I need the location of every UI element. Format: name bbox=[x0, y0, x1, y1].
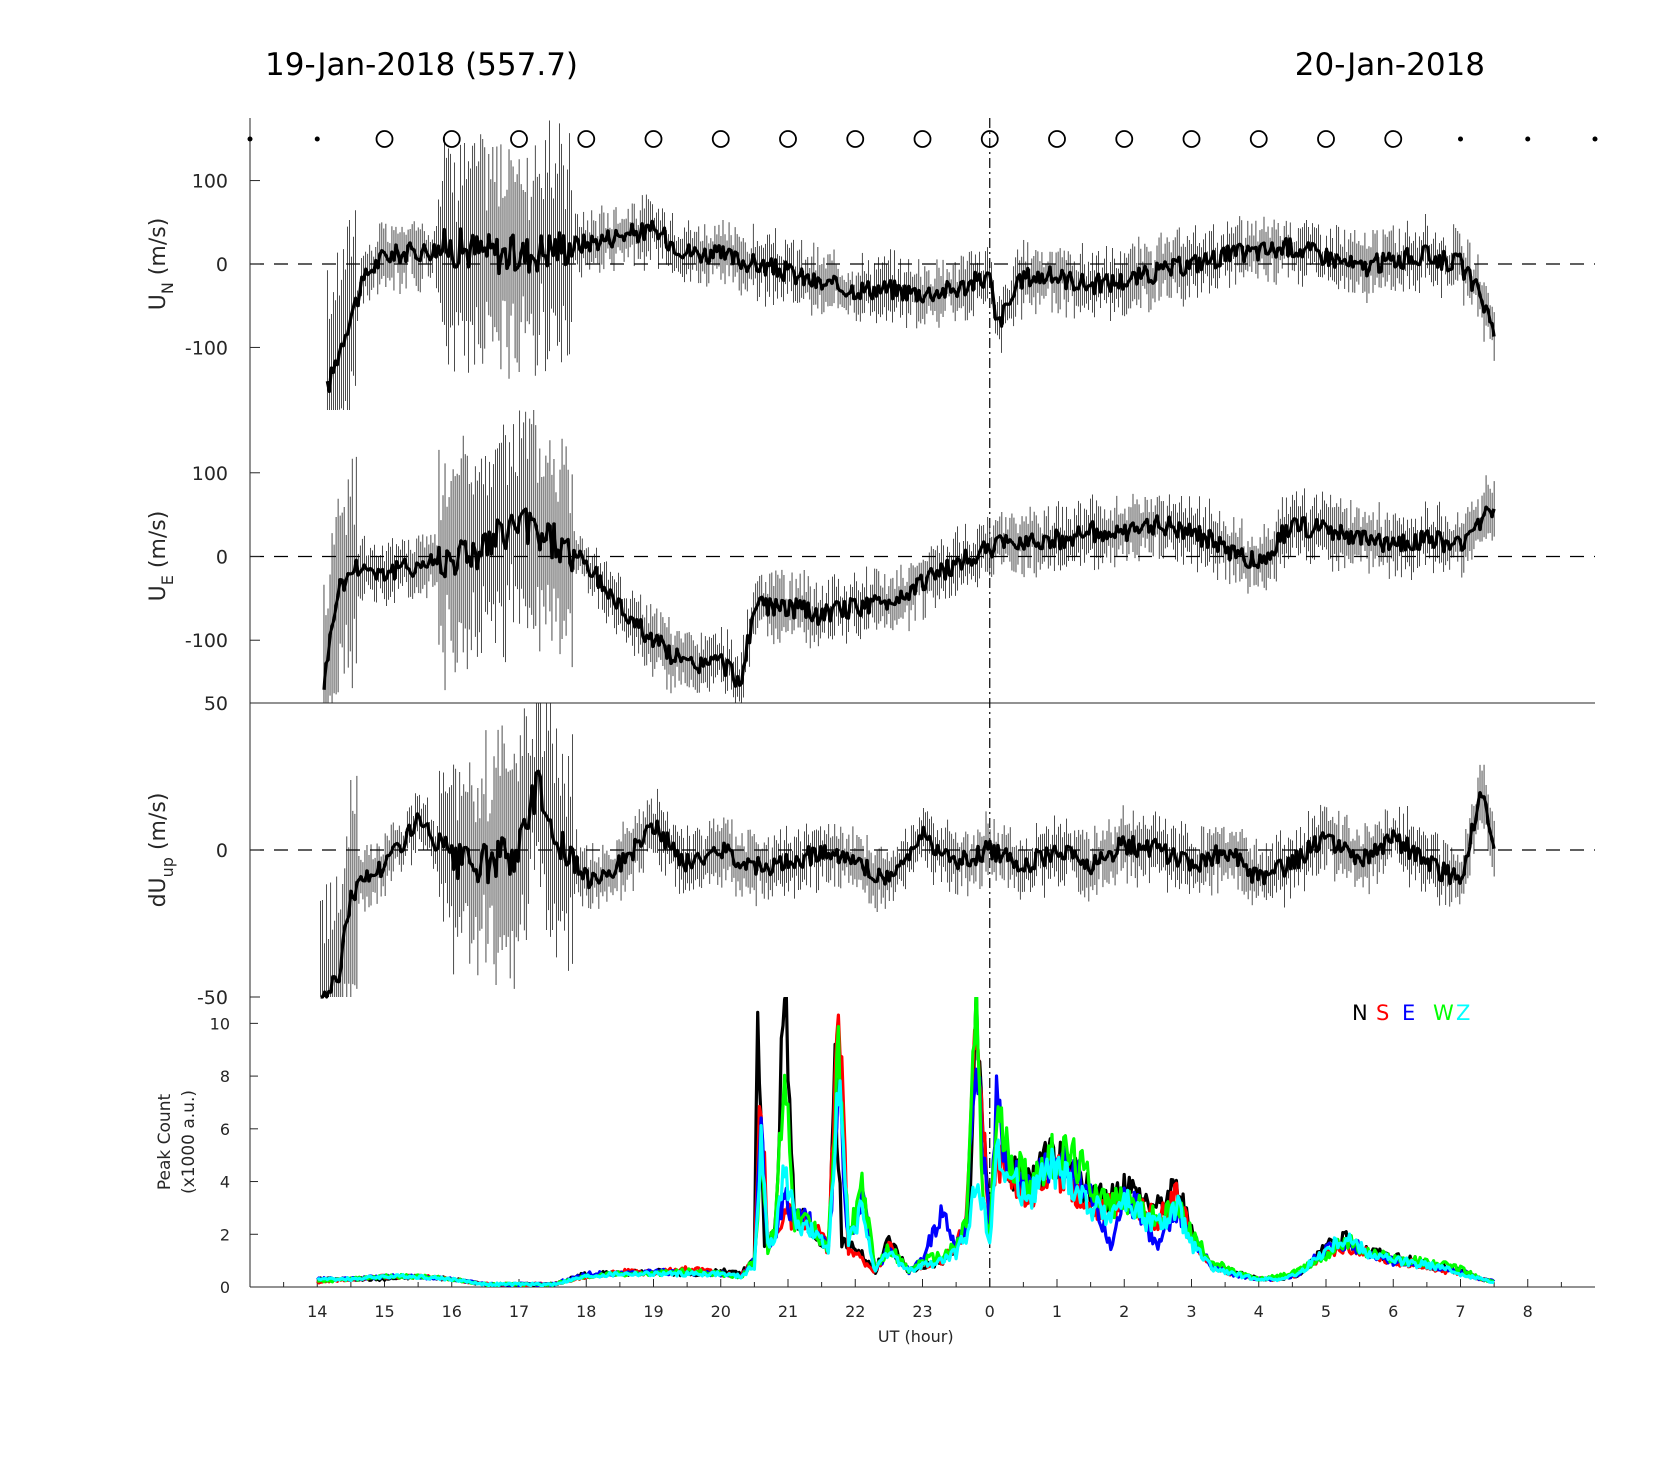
x-tick-label: 20 bbox=[711, 1302, 731, 1321]
sample-circle bbox=[1317, 130, 1335, 148]
sample-dot bbox=[1525, 136, 1531, 142]
y-tick-label: 4 bbox=[220, 1173, 230, 1192]
y-tick-label: 10 bbox=[210, 1014, 230, 1033]
title-right: 20-Jan-2018 bbox=[1295, 47, 1485, 83]
y-tick-label: 0 bbox=[216, 254, 228, 276]
x-tick-label: 4 bbox=[1254, 1302, 1264, 1321]
x-tick-label: 2 bbox=[1119, 1302, 1129, 1321]
sample-dot bbox=[314, 136, 320, 142]
x-tick-label: 5 bbox=[1321, 1302, 1331, 1321]
series-w-line bbox=[317, 997, 1495, 1287]
x-tick-label: 3 bbox=[1186, 1302, 1196, 1321]
series-line bbox=[322, 505, 1496, 690]
panel-un: 100 0 -100 UN (m/s) bbox=[146, 118, 1598, 410]
series-n-line bbox=[317, 997, 1495, 1287]
y-axis-label-units: (x1000 a.u.) bbox=[179, 1090, 199, 1194]
sample-dot bbox=[1592, 136, 1598, 142]
sample-dot bbox=[1458, 136, 1463, 142]
sample-circle bbox=[913, 130, 932, 148]
series-line bbox=[325, 219, 1496, 394]
y-tick-label: 50 bbox=[204, 693, 228, 715]
x-tick-label: 18 bbox=[576, 1302, 596, 1321]
x-tick-label: 8 bbox=[1523, 1302, 1533, 1321]
x-tick-label: 15 bbox=[374, 1302, 394, 1321]
y-tick-label: 0 bbox=[216, 840, 228, 862]
series-s-line bbox=[316, 1013, 1495, 1287]
sample-circle bbox=[644, 130, 663, 148]
y-axis-label: Peak Count bbox=[155, 1094, 175, 1191]
sample-dot bbox=[247, 136, 253, 142]
x-tick-label: 6 bbox=[1388, 1302, 1398, 1321]
sample-circle bbox=[1048, 130, 1066, 148]
sample-circle bbox=[577, 130, 596, 148]
y-tick-label: 100 bbox=[192, 171, 228, 193]
x-axis-label: UT (hour) bbox=[878, 1327, 954, 1346]
sample-circle bbox=[1182, 130, 1201, 148]
y-tick-label: 6 bbox=[220, 1120, 230, 1139]
y-tick-label: -100 bbox=[185, 630, 228, 652]
y-axis-label: dUup (m/s) bbox=[146, 793, 177, 908]
sample-circle bbox=[846, 130, 865, 148]
x-tick-label: 1 bbox=[1052, 1302, 1062, 1321]
y-tick-label: 100 bbox=[192, 463, 228, 485]
sample-circle bbox=[1249, 130, 1268, 148]
legend-item-n: N bbox=[1352, 1001, 1368, 1025]
x-tick-label: 19 bbox=[643, 1302, 663, 1321]
sample-circle bbox=[1115, 130, 1134, 148]
x-tick-label: 21 bbox=[778, 1302, 798, 1321]
x-tick-label: 17 bbox=[509, 1302, 529, 1321]
y-tick-label: 0 bbox=[220, 1278, 230, 1297]
panel-dup: 50 0 -50 dUup (m/s) bbox=[146, 693, 1595, 1009]
sample-circle bbox=[711, 130, 730, 148]
legend-item-z: Z bbox=[1456, 1001, 1470, 1025]
x-tick-label: 16 bbox=[442, 1302, 462, 1321]
x-tick-label: 23 bbox=[912, 1302, 932, 1321]
y-tick-label: 2 bbox=[220, 1225, 230, 1244]
sample-circle bbox=[375, 130, 394, 148]
sample-circle bbox=[779, 130, 797, 148]
y-axis-label: UN (m/s) bbox=[146, 218, 177, 311]
legend-item-s: S bbox=[1376, 1001, 1389, 1025]
x-tick-label: 7 bbox=[1455, 1302, 1465, 1321]
y-axis-label: UE (m/s) bbox=[146, 511, 177, 602]
y-tick-label: 8 bbox=[220, 1067, 230, 1086]
sample-circle bbox=[442, 130, 461, 148]
panel-ue: 100 0 -100 UE (m/s) bbox=[146, 410, 1595, 703]
x-tick-label: 22 bbox=[845, 1302, 865, 1321]
sample-circle bbox=[1384, 130, 1403, 148]
sample-circle bbox=[510, 130, 528, 148]
title-left: 19-Jan-2018 (557.7) bbox=[265, 47, 578, 83]
series-z-line bbox=[316, 1079, 1495, 1287]
y-tick-label: -100 bbox=[185, 337, 228, 359]
y-tick-label: -50 bbox=[197, 987, 228, 1009]
x-tick-label: 14 bbox=[307, 1302, 327, 1321]
legend-item-e: E bbox=[1402, 1001, 1415, 1025]
legend-item-w: W bbox=[1433, 1001, 1454, 1025]
series-line bbox=[320, 769, 1496, 999]
x-tick-label: 0 bbox=[985, 1302, 995, 1321]
y-tick-label: 0 bbox=[216, 547, 228, 569]
